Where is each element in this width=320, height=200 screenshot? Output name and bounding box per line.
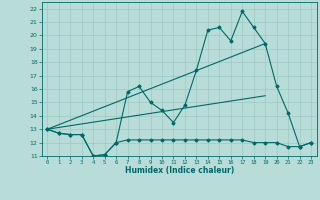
X-axis label: Humidex (Indice chaleur): Humidex (Indice chaleur) [124, 166, 234, 175]
